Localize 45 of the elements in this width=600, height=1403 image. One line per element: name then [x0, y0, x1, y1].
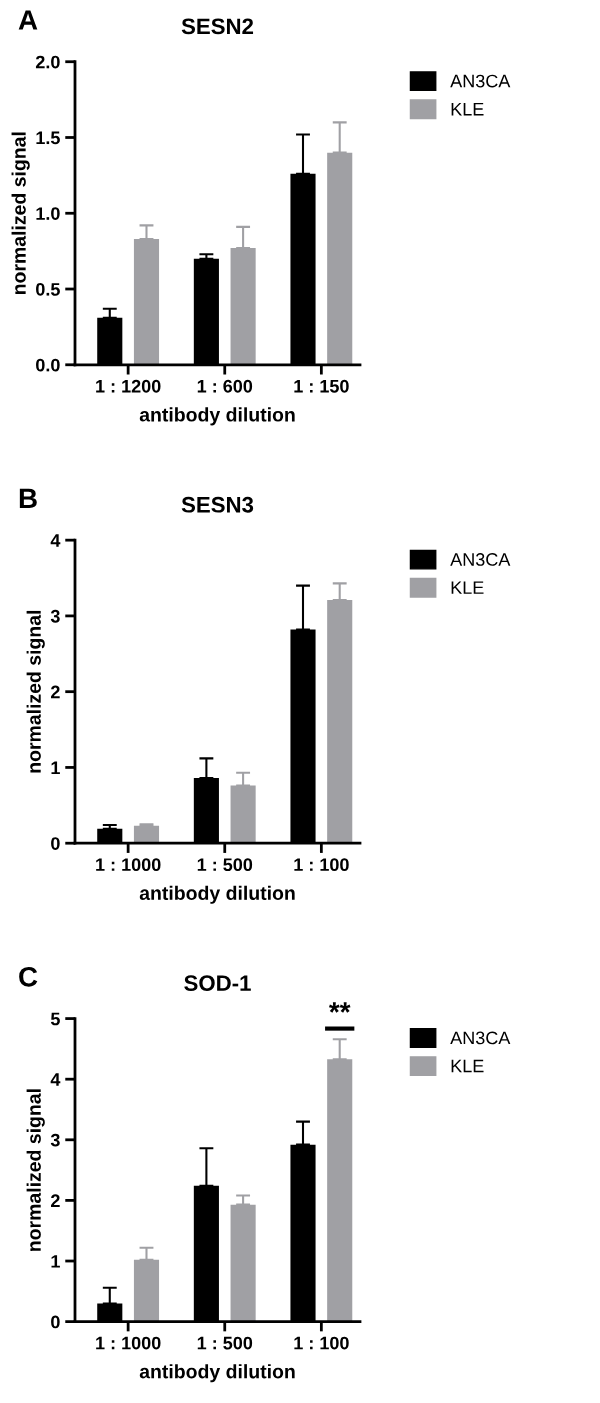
legend-label: AN3CA [450, 74, 511, 88]
y-tick-label: 0.5 [36, 282, 60, 296]
legend-label: AN3CA [450, 1031, 511, 1045]
x-tick-label: 1 : 150 [294, 379, 349, 393]
x-tick-label: 1 : 500 [197, 858, 253, 872]
chart-title: SESN2 [181, 18, 254, 35]
y-tick-label: 1.0 [36, 207, 60, 220]
x-tick-label: 1 : 1000 [96, 1336, 161, 1350]
text: A [18, 10, 38, 30]
x-axis-title: antibody dilution [139, 1364, 295, 1383]
x-tick-label: 1 : 600 [197, 379, 253, 393]
y-tick-label: 5 [50, 1012, 60, 1026]
x-tick-label: 1 : 1000 [96, 858, 161, 872]
y-axis-title: normalized signal [11, 132, 30, 295]
legend-label: KLE [451, 1059, 484, 1073]
chart-title: SESN3 [181, 496, 254, 513]
text: B [19, 488, 37, 508]
text: ** [328, 1002, 351, 1013]
legend-label: KLE [451, 102, 484, 116]
y-tick-label: 2 [51, 1194, 60, 1207]
y-axis-title: normalized signal [26, 1089, 45, 1251]
y-tick-label: 4 [50, 534, 61, 547]
x-axis-title: antibody dilution [139, 885, 295, 904]
y-tick-label: 1 [51, 761, 60, 774]
y-tick-label: 3 [50, 1133, 60, 1147]
y-tick-label: 2 [51, 685, 60, 699]
legend-label: KLE [451, 581, 484, 594]
x-axis-title: antibody dilution [139, 407, 295, 426]
text: C [19, 966, 38, 987]
x-tick-label: 1 : 100 [294, 1336, 349, 1350]
x-tick-label: 1 : 1200 [96, 379, 161, 393]
x-tick-label: 1 : 500 [197, 1336, 253, 1350]
y-tick-label: 2.0 [35, 55, 60, 69]
y-tick-label: 3 [50, 609, 60, 623]
y-tick-label: 0.0 [36, 358, 60, 372]
y-tick-label: 4 [50, 1073, 61, 1086]
legend-label: AN3CA [450, 553, 511, 566]
chart-title: SOD-1 [184, 975, 251, 992]
y-axis-title: normalized signal [26, 610, 45, 773]
x-tick-label: 1 : 100 [294, 858, 349, 872]
y-tick-label: 0 [51, 837, 60, 850]
y-tick-label: 0 [51, 1315, 60, 1329]
y-tick-label: 1 [51, 1255, 60, 1268]
bar [133, 825, 160, 844]
y-tick-label: 1.5 [36, 131, 60, 145]
